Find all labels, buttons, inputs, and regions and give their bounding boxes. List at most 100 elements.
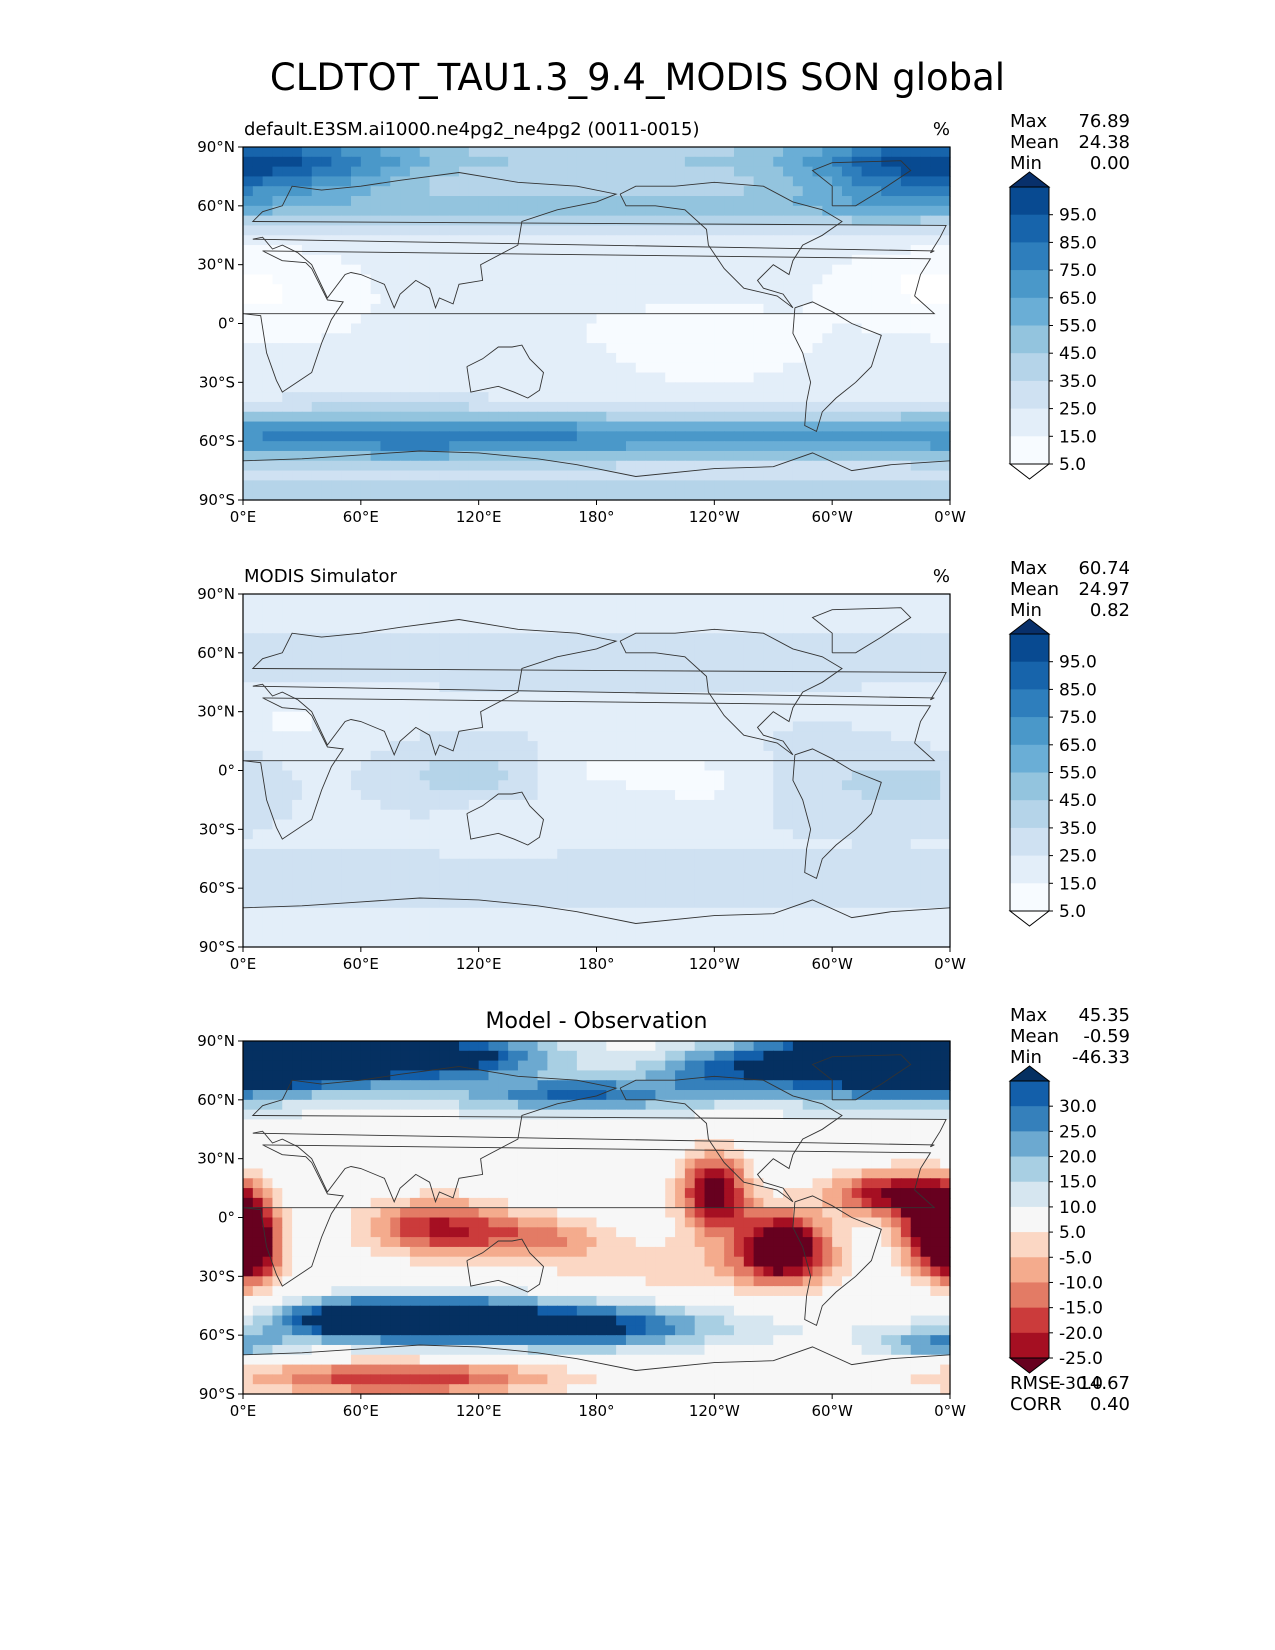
field-cell <box>910 450 922 462</box>
field-cell <box>439 711 450 723</box>
field-cell <box>370 672 382 683</box>
field-cell <box>851 176 863 187</box>
field-cell <box>429 352 440 364</box>
field-cell <box>655 662 666 674</box>
field-cell <box>292 323 303 334</box>
field-cell <box>508 460 519 472</box>
field-cell <box>400 692 411 703</box>
field-cell <box>567 790 578 801</box>
field-cell <box>527 460 539 472</box>
field-cell <box>920 750 931 762</box>
field-cell <box>940 750 951 762</box>
field-cell <box>832 633 843 644</box>
field-cell <box>655 382 666 393</box>
field-cell <box>576 721 588 732</box>
field-cell <box>567 460 578 472</box>
field-cell <box>851 897 863 909</box>
field-cell <box>449 372 460 383</box>
field-cell <box>586 721 598 732</box>
field-cell <box>301 392 313 403</box>
field-cell <box>390 372 401 383</box>
field-cell <box>449 392 460 403</box>
field-cell <box>891 672 902 683</box>
field-cell <box>488 245 499 256</box>
field-cell <box>449 858 460 870</box>
field-cell <box>724 760 735 772</box>
field-cell <box>684 147 696 158</box>
field-cell <box>567 205 578 217</box>
colorbar-extend-top <box>1008 171 1051 188</box>
field-cell <box>429 682 440 693</box>
field-cell <box>360 313 372 325</box>
field-cell <box>272 643 283 654</box>
field-cell <box>733 392 745 403</box>
field-cell <box>537 303 549 315</box>
field-cell <box>576 809 588 821</box>
field-cell <box>920 147 931 158</box>
field-cell <box>537 313 549 325</box>
field-cell <box>940 868 951 879</box>
field-cell <box>606 372 617 383</box>
field-cell <box>459 431 470 442</box>
field-cell <box>900 490 912 501</box>
field-cell <box>311 848 323 860</box>
field-cell <box>380 603 391 615</box>
field-cell <box>400 594 411 605</box>
field-cell <box>341 721 352 732</box>
field-cell <box>488 166 499 178</box>
field-cell <box>635 362 647 374</box>
field-cell <box>940 858 951 870</box>
field-cell <box>802 701 814 713</box>
field-cell <box>429 313 440 325</box>
field-cell <box>547 294 558 305</box>
field-cell <box>478 868 490 879</box>
field-cell <box>714 392 725 403</box>
field-cell <box>920 829 931 840</box>
field-cell <box>311 372 323 383</box>
field-cell <box>576 819 588 830</box>
field-cell <box>783 343 794 354</box>
field-cell <box>900 643 912 654</box>
field-cell <box>478 652 490 664</box>
field-cell <box>252 643 264 654</box>
field-cell <box>370 411 382 423</box>
field-cell <box>272 196 283 207</box>
field-cell <box>576 780 588 791</box>
field-cell <box>684 613 696 625</box>
field-cell <box>537 848 549 860</box>
field-cell <box>684 878 696 889</box>
field-cell <box>400 205 411 217</box>
field-cell <box>301 868 313 879</box>
field-cell <box>282 480 293 491</box>
field-cell <box>370 682 382 693</box>
lon-tick-label: 60°E <box>343 508 379 526</box>
field-cell <box>675 897 686 909</box>
field-cell <box>812 470 823 481</box>
field-cell <box>508 401 519 413</box>
field-cell <box>891 352 902 364</box>
field-cell <box>665 594 676 605</box>
field-cell <box>871 672 882 683</box>
field-cell <box>459 662 470 674</box>
field-cell <box>675 431 686 442</box>
colorbar-tick-label: 45.0 <box>1059 344 1097 364</box>
field-cell <box>910 147 922 158</box>
field-cell <box>409 672 421 683</box>
field-cell <box>576 196 588 207</box>
field-cell <box>841 672 853 683</box>
field-cell <box>527 770 539 781</box>
field-cell <box>567 819 578 830</box>
field-cell <box>625 731 637 742</box>
field-cell <box>773 750 784 762</box>
field-cell <box>802 741 814 752</box>
field-cell <box>812 362 823 374</box>
field-cell <box>684 392 696 403</box>
field-cell <box>488 431 499 442</box>
field-cell <box>851 878 863 889</box>
field-cell <box>645 888 657 899</box>
field-cell <box>832 196 843 207</box>
field-cell <box>694 254 706 266</box>
field-cell <box>517 450 529 462</box>
field-cell <box>773 741 784 752</box>
field-cell <box>370 382 382 393</box>
